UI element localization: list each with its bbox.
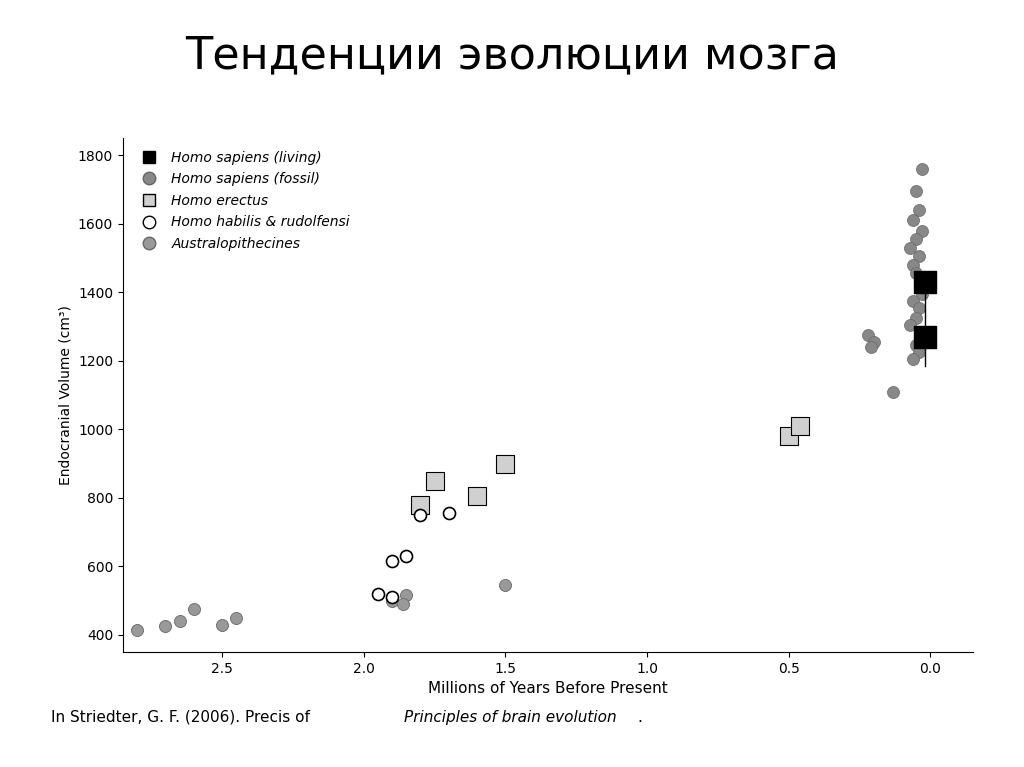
- Point: [158, 620, 174, 632]
- Legend: Homo sapiens (living), Homo sapiens (fossil), Homo erectus, Homo habilis & rudol: Homo sapiens (living), Homo sapiens (fos…: [130, 145, 355, 257]
- Point: [908, 233, 925, 245]
- Text: ♂: ♂: [913, 275, 927, 289]
- Point: [902, 318, 919, 331]
- Point: [398, 589, 415, 601]
- Point: [902, 242, 919, 254]
- Point: [905, 295, 922, 307]
- X-axis label: Millions of Years Before Present: Millions of Years Before Present: [428, 681, 668, 696]
- Point: [384, 594, 400, 607]
- Point: [171, 615, 187, 627]
- Point: [469, 490, 485, 502]
- Point: [913, 288, 930, 300]
- Point: [398, 550, 415, 562]
- Point: [910, 346, 927, 358]
- Point: [905, 214, 922, 226]
- Point: [910, 250, 927, 262]
- Point: [214, 618, 230, 630]
- Point: [908, 311, 925, 324]
- Text: In Striedter, G. F. (2006). Precis of: In Striedter, G. F. (2006). Precis of: [51, 709, 315, 725]
- Point: [886, 386, 902, 398]
- Text: Principles of brain evolution: Principles of brain evolution: [404, 709, 617, 725]
- Text: Тенденции эволюции мозга: Тенденции эволюции мозга: [185, 35, 839, 77]
- Point: [395, 597, 412, 610]
- Point: [910, 204, 927, 216]
- Point: [905, 258, 922, 271]
- Point: [228, 611, 245, 624]
- Point: [905, 353, 922, 365]
- Point: [910, 301, 927, 314]
- Point: [908, 339, 925, 351]
- Point: [792, 420, 808, 432]
- Point: [913, 163, 930, 175]
- Point: [370, 588, 386, 600]
- Point: [440, 507, 457, 519]
- Point: [498, 579, 514, 591]
- Point: [498, 457, 514, 469]
- Point: [426, 475, 442, 487]
- Point: [384, 591, 400, 604]
- Point: [185, 603, 202, 615]
- Text: .: .: [637, 709, 642, 725]
- Point: [129, 624, 145, 636]
- Point: [412, 509, 429, 521]
- Point: [384, 555, 400, 568]
- Point: [916, 276, 933, 288]
- Point: [412, 499, 429, 511]
- Point: [908, 267, 925, 279]
- Point: [908, 185, 925, 197]
- Point: [865, 336, 882, 348]
- Point: [862, 341, 879, 353]
- Point: [913, 225, 930, 237]
- Point: [860, 329, 877, 341]
- Text: ♀: ♀: [913, 329, 925, 344]
- Y-axis label: Endocranial Volume (cm³): Endocranial Volume (cm³): [58, 305, 73, 485]
- Point: [913, 332, 930, 344]
- Point: [916, 331, 933, 343]
- Point: [780, 430, 797, 443]
